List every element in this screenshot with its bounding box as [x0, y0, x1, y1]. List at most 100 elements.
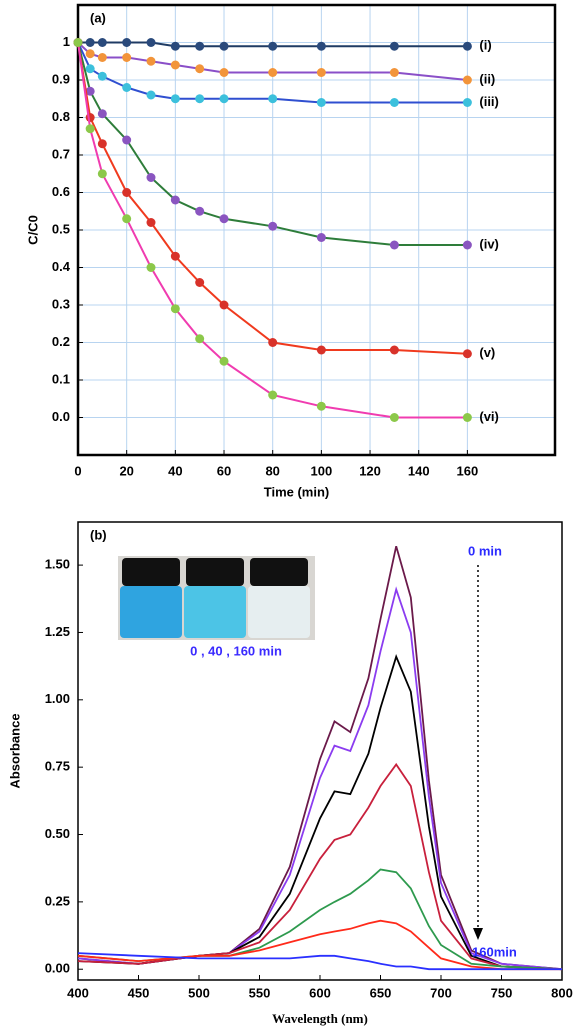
marker [268, 390, 278, 400]
series-line [77, 919, 562, 971]
x-tick-label: 650 [370, 985, 392, 1000]
marker [268, 94, 278, 104]
marker [268, 221, 278, 231]
x-tick-label: 80 [265, 463, 279, 478]
marker [195, 64, 205, 74]
marker [146, 263, 156, 272]
series-label: (iii) [479, 94, 499, 109]
marker [97, 109, 107, 119]
x-tick-label: 450 [128, 985, 150, 1000]
marker [389, 68, 399, 77]
marker [85, 64, 95, 74]
series-label: (ii) [479, 71, 495, 86]
marker [170, 251, 180, 261]
series-label: (i) [479, 38, 491, 53]
marker [389, 41, 399, 51]
marker [122, 38, 132, 47]
marker [462, 98, 472, 107]
marker [462, 349, 472, 359]
marker [170, 304, 180, 314]
marker [268, 41, 278, 51]
marker [97, 71, 107, 81]
marker [462, 75, 472, 85]
marker [122, 188, 132, 197]
marker [146, 90, 156, 100]
y-tick-label: 0.25 [45, 893, 70, 908]
marker [389, 413, 399, 422]
marker [316, 68, 326, 77]
x-tick-label: 100 [311, 463, 333, 478]
marker [195, 41, 205, 51]
series-label: (iv) [479, 236, 499, 251]
series-line [77, 762, 563, 971]
y-tick-label: 0.50 [45, 826, 70, 841]
panel-label: (a) [90, 10, 106, 25]
y-tick-label: 1.25 [45, 624, 70, 639]
marker [195, 206, 205, 216]
marker [97, 53, 107, 62]
x-axis-label: Time (min) [264, 484, 330, 499]
annotation: 0 min [468, 543, 502, 558]
annotation: 160min [472, 944, 517, 959]
y-tick-label: 1 [63, 34, 70, 49]
x-tick-label: 160 [457, 463, 479, 478]
y-tick-label: 0.8 [52, 109, 70, 124]
x-tick-label: 60 [217, 463, 231, 478]
marker [97, 139, 107, 149]
y-axis-label: C/C0 [25, 215, 40, 245]
marker [170, 60, 180, 70]
marker [73, 38, 83, 47]
marker [146, 56, 156, 66]
x-tick-label: 40 [168, 463, 182, 478]
series-line [77, 586, 563, 971]
marker [316, 233, 326, 242]
marker [122, 83, 132, 92]
marker [170, 195, 180, 205]
marker [170, 94, 180, 104]
marker [316, 41, 326, 51]
x-tick-label: 400 [67, 985, 89, 1000]
y-tick-label: 0.5 [52, 221, 70, 236]
marker [122, 135, 132, 145]
marker [85, 38, 95, 47]
x-tick-label: 20 [119, 463, 133, 478]
panel-label: (b) [90, 527, 107, 542]
marker [97, 169, 107, 179]
y-axis-label: Absorbance [7, 713, 22, 788]
series-line [77, 42, 468, 419]
marker [85, 113, 95, 122]
y-tick-label: 0.1 [52, 371, 70, 386]
marker [268, 338, 278, 347]
x-tick-label: 600 [309, 985, 331, 1000]
marker [316, 345, 326, 355]
series-label: (v) [479, 345, 495, 360]
inset-photo [118, 556, 315, 640]
marker [195, 278, 205, 287]
marker [219, 300, 229, 310]
marker [462, 413, 472, 422]
y-tick-label: 0.0 [52, 409, 70, 424]
x-tick-label: 750 [491, 985, 513, 1000]
marker [462, 41, 472, 51]
x-tick-label: 0 [74, 463, 81, 478]
marker [195, 334, 205, 344]
marker [122, 214, 132, 224]
y-tick-label: 1.50 [45, 557, 70, 572]
y-tick-label: 0.3 [52, 296, 70, 311]
marker [268, 68, 278, 77]
y-tick-label: 0.75 [45, 759, 70, 774]
marker [389, 240, 399, 250]
marker [219, 356, 229, 366]
marker [170, 41, 180, 51]
y-tick-label: 0.4 [52, 259, 71, 274]
y-tick-label: 0.2 [52, 334, 70, 349]
y-tick-label: 0.00 [45, 961, 70, 976]
marker [219, 94, 229, 104]
marker [195, 94, 205, 104]
x-tick-label: 550 [249, 985, 271, 1000]
series-line [77, 42, 468, 355]
x-axis-label: Wavelength (nm) [272, 1011, 368, 1026]
marker [122, 53, 132, 62]
